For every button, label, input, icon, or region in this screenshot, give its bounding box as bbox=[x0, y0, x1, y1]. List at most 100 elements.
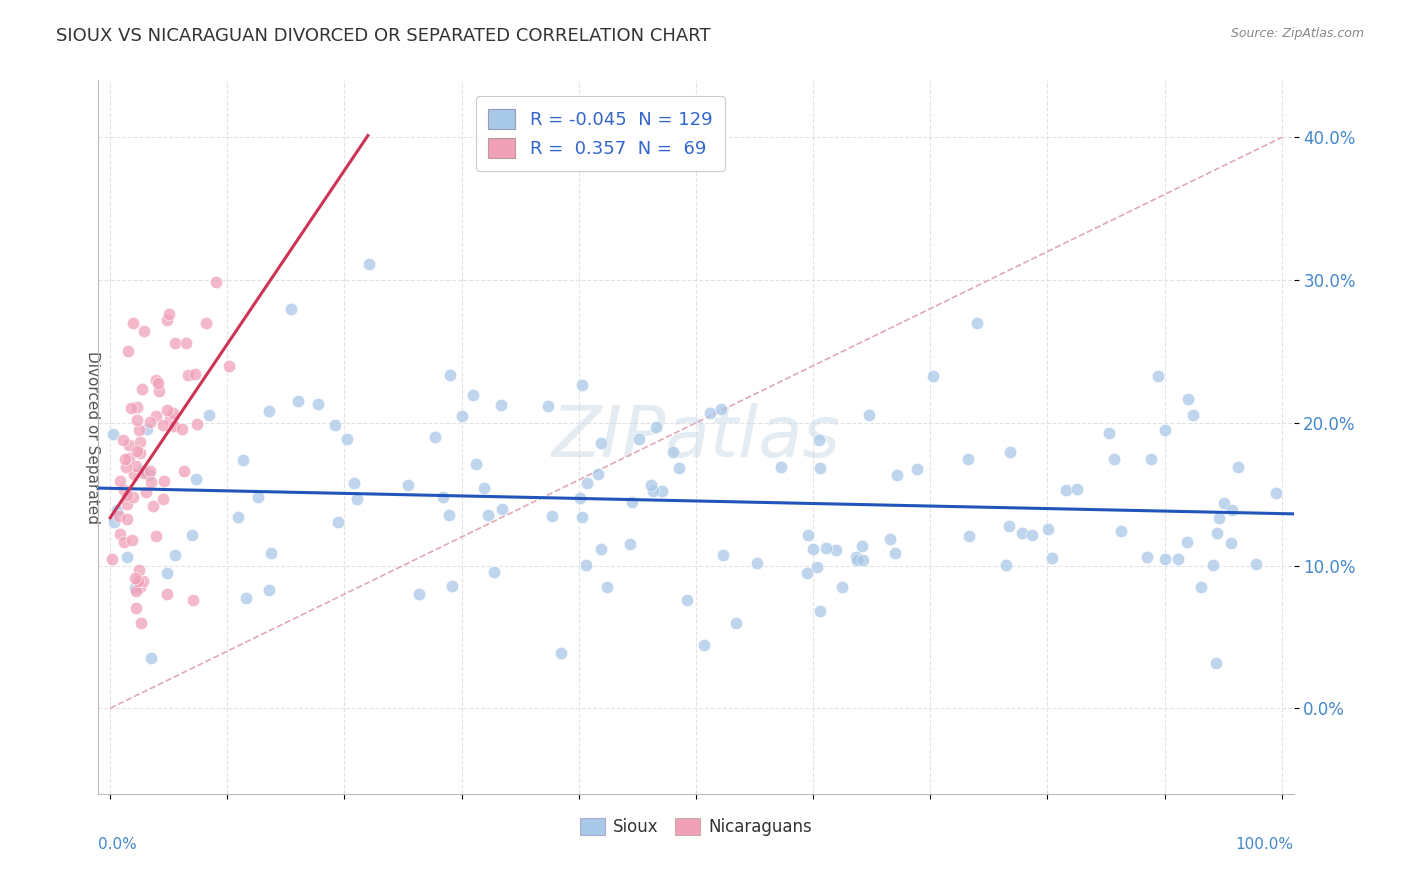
Point bbox=[808, 461, 831, 475]
Point bbox=[156, 566, 179, 581]
Point bbox=[808, 604, 831, 618]
Point bbox=[125, 412, 148, 426]
Point bbox=[125, 459, 148, 474]
Point bbox=[922, 368, 945, 383]
Point bbox=[905, 461, 928, 475]
Point bbox=[247, 490, 270, 504]
Point bbox=[115, 549, 138, 564]
Point bbox=[676, 593, 699, 607]
Point bbox=[152, 417, 174, 432]
Point bbox=[121, 490, 143, 504]
Point bbox=[596, 580, 619, 594]
Point bbox=[465, 457, 488, 471]
Point bbox=[118, 451, 141, 466]
Point bbox=[121, 533, 143, 547]
Point bbox=[129, 580, 152, 594]
Point bbox=[183, 367, 205, 381]
Point bbox=[808, 433, 831, 447]
Point bbox=[710, 401, 733, 416]
Point bbox=[575, 476, 598, 491]
Point bbox=[641, 484, 664, 499]
Point bbox=[163, 549, 186, 563]
Point bbox=[172, 422, 194, 436]
Point bbox=[1265, 485, 1288, 500]
Point bbox=[884, 546, 907, 560]
Point bbox=[1038, 522, 1060, 536]
Point bbox=[1066, 482, 1088, 496]
Point bbox=[139, 464, 162, 478]
Point bbox=[114, 460, 136, 475]
Text: 100.0%: 100.0% bbox=[1236, 837, 1294, 852]
Point bbox=[1177, 392, 1199, 406]
Point bbox=[644, 420, 666, 434]
Text: ZIPatlas: ZIPatlas bbox=[551, 402, 841, 472]
Point bbox=[541, 508, 564, 523]
Point bbox=[966, 316, 988, 330]
Point bbox=[101, 427, 124, 442]
Point bbox=[260, 546, 283, 560]
Point bbox=[796, 566, 818, 580]
Point bbox=[1054, 483, 1077, 498]
Point bbox=[640, 477, 662, 491]
Point bbox=[491, 502, 513, 516]
Point bbox=[575, 558, 598, 572]
Point bbox=[1226, 459, 1249, 474]
Point bbox=[1182, 408, 1205, 422]
Point bbox=[135, 422, 157, 436]
Point bbox=[591, 436, 613, 450]
Point bbox=[994, 558, 1017, 573]
Point bbox=[1021, 528, 1043, 542]
Point bbox=[108, 527, 131, 541]
Point bbox=[257, 404, 280, 418]
Point bbox=[1202, 558, 1225, 572]
Point bbox=[146, 376, 169, 390]
Point bbox=[122, 467, 145, 481]
Point bbox=[118, 438, 141, 452]
Point bbox=[257, 583, 280, 598]
Point bbox=[745, 556, 768, 570]
Point bbox=[131, 615, 153, 630]
Point bbox=[998, 519, 1021, 533]
Text: 0.0%: 0.0% bbox=[98, 837, 138, 852]
Point bbox=[138, 468, 160, 483]
Point bbox=[711, 549, 734, 563]
Point bbox=[1205, 526, 1227, 541]
Point bbox=[128, 423, 150, 437]
Point bbox=[801, 541, 824, 556]
Point bbox=[879, 532, 901, 546]
Point bbox=[537, 399, 560, 413]
Point bbox=[125, 583, 148, 598]
Point bbox=[181, 592, 204, 607]
Point bbox=[145, 409, 167, 424]
Point bbox=[173, 464, 195, 478]
Point bbox=[463, 388, 485, 402]
Point bbox=[157, 307, 180, 321]
Point bbox=[357, 257, 380, 271]
Point bbox=[440, 579, 463, 593]
Point bbox=[287, 394, 309, 409]
Point bbox=[886, 468, 908, 483]
Point bbox=[621, 495, 644, 509]
Point bbox=[1147, 368, 1170, 383]
Point bbox=[1189, 580, 1212, 594]
Point bbox=[1109, 524, 1132, 538]
Point bbox=[806, 560, 828, 574]
Point bbox=[195, 316, 218, 330]
Point bbox=[814, 541, 837, 555]
Point bbox=[117, 498, 139, 512]
Point bbox=[328, 515, 350, 529]
Point bbox=[115, 488, 138, 502]
Point bbox=[152, 491, 174, 506]
Point bbox=[831, 580, 853, 594]
Point bbox=[108, 509, 131, 524]
Point bbox=[232, 453, 254, 467]
Point bbox=[108, 474, 131, 488]
Point bbox=[439, 508, 461, 522]
Point bbox=[1040, 550, 1063, 565]
Point bbox=[198, 408, 221, 422]
Text: Source: ZipAtlas.com: Source: ZipAtlas.com bbox=[1230, 27, 1364, 40]
Point bbox=[591, 542, 613, 557]
Point bbox=[423, 430, 446, 444]
Point bbox=[627, 432, 650, 446]
Point bbox=[550, 646, 572, 660]
